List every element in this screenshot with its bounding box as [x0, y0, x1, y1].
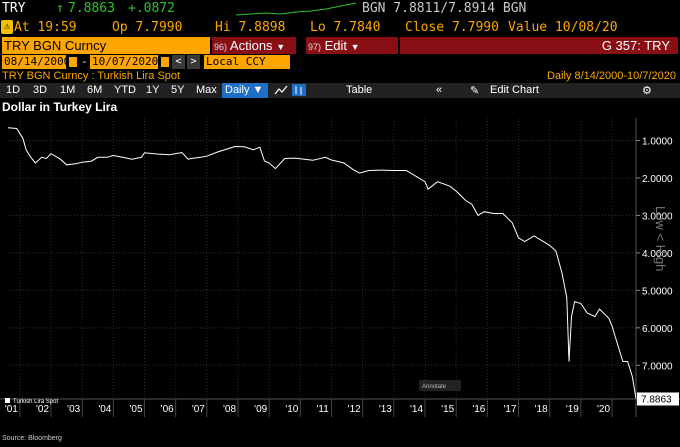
y-tick-label: 2.0000: [642, 174, 673, 185]
x-tick-label: '03: [67, 404, 80, 415]
collapse-icon[interactable]: «: [436, 84, 443, 96]
security-description-bar: TRY BGN Curncy : Turkish Lira Spot Daily…: [0, 70, 680, 83]
edit-button[interactable]: 97) Edit ▼: [306, 37, 398, 54]
bar-chart-icon[interactable]: [292, 84, 306, 96]
currency-label: Local CCY: [206, 55, 266, 68]
legend: Turkish Lira Spot: [5, 398, 58, 405]
x-axis: '01 '02 '03 '04 '05 '06 '07 '08 '09 '10 '11 '12 '13 '…: [5, 399, 613, 417]
frequency-select[interactable]: Daily ▼: [222, 83, 268, 98]
x-tick-label: '13: [379, 404, 392, 415]
price-chart[interactable]: 1.0000 2.0000 3.0000 4.0000 5.0000 6.0000 7.00…: [0, 118, 680, 435]
y-tick-label: 1.0000: [642, 136, 673, 147]
x-tick-label: '20: [597, 404, 610, 415]
last-value-label: 7.8863: [641, 394, 672, 405]
x-tick-label: '08: [223, 404, 236, 415]
x-tick-label: '05: [130, 404, 143, 415]
x-tick-label: '14: [410, 404, 423, 415]
open-price: Op 7.7990: [112, 20, 183, 35]
x-tick-label: '02: [36, 404, 49, 415]
x-tick-label: '17: [504, 404, 517, 415]
x-tick-label: '09: [254, 404, 267, 415]
source-label: Source: Bloomberg: [2, 435, 62, 442]
legend-swatch: [5, 398, 10, 403]
range-6m-button[interactable]: 6M: [87, 84, 103, 96]
low-price: Lo 7.7840: [310, 20, 381, 35]
price-info-bar: ⚠ At 19:59 Op 7.7990 Hi 7.8898 Lo 7.7840…: [0, 18, 680, 37]
calendar-icon[interactable]: [68, 56, 78, 68]
last-value-tag: 7.8863: [637, 392, 679, 406]
range-1y-button[interactable]: 1Y: [146, 84, 160, 96]
range-1m-button[interactable]: 1M: [60, 84, 76, 96]
date-separator: -: [81, 55, 88, 68]
chart-toolbar: 1D 3D 1M 6M YTD 1Y 5Y Max Daily ▼ Table …: [0, 83, 680, 98]
ticker-symbol[interactable]: TRY: [2, 1, 26, 16]
y-tick-label: 7.0000: [642, 361, 673, 372]
price-line-series[interactable]: [7, 127, 637, 399]
y-tick-label: 3.0000: [642, 211, 673, 222]
x-tick-label: '18: [535, 404, 548, 415]
x-tick-label: '11: [317, 404, 330, 415]
range-ytd-button[interactable]: YTD: [114, 84, 136, 96]
security-field[interactable]: TRY BGN Curncy: [2, 37, 210, 54]
command-toolbar: TRY BGN Curncy 96) Actions ▼ 97) Edit ▼ …: [0, 37, 680, 54]
x-tick-label: '19: [566, 404, 579, 415]
y-axis: 1.0000 2.0000 3.0000 4.0000 5.0000 6.0000 7.00…: [636, 136, 673, 372]
range-max-button[interactable]: Max: [196, 84, 217, 96]
x-tick-label: '10: [285, 404, 298, 415]
x-tick-label: '07: [192, 404, 205, 415]
x-tick-label: '06: [161, 404, 174, 415]
next-period-button[interactable]: >: [187, 55, 200, 69]
legend-label: Turkish Lira Spot: [13, 399, 58, 405]
chart-title: Dollar in Turkey Lira: [2, 100, 118, 114]
table-button[interactable]: Table: [346, 84, 373, 96]
gridlines: [0, 118, 680, 417]
high-price: Hi 7.8898: [215, 20, 286, 35]
edit-chart-button[interactable]: Edit Chart: [490, 84, 539, 96]
low-high-label: Low < High: [653, 206, 668, 271]
date-range-bar: 08/14/2000 - 10/07/2020 < > Local CCY: [0, 55, 680, 69]
actions-label: Actions: [229, 38, 273, 53]
edit-label: Edit: [324, 38, 348, 53]
actions-number: 96): [214, 42, 228, 52]
last-price: 7.8863: [68, 1, 115, 16]
net-change: +.0872: [128, 1, 175, 16]
x-tick-label: '16: [472, 404, 485, 415]
prev-period-button[interactable]: <: [172, 55, 185, 69]
x-tick-label: '04: [98, 404, 111, 415]
annotate-label: Annotate: [422, 384, 447, 390]
last-value-box: [637, 392, 679, 406]
start-date-field[interactable]: 08/14/2000: [2, 55, 71, 69]
chevron-down-icon: ▼: [276, 42, 286, 52]
function-label: G 357: TRY: [400, 37, 678, 54]
currency-select[interactable]: Local CCY: [204, 55, 290, 69]
x-tick-label: '12: [348, 404, 361, 415]
range-3d-button[interactable]: 3D: [33, 84, 48, 96]
end-date-field[interactable]: 10/07/2020: [90, 55, 159, 69]
alert-icon[interactable]: ⚠: [1, 20, 13, 34]
quote-bar: TRY ↑ 7.8863 +.0872 BGN 7.8811/7.8914 BG…: [0, 0, 680, 18]
bid-ask-quote: BGN 7.8811/7.8914 BGN: [362, 1, 527, 16]
range-5y-button[interactable]: 5Y: [171, 84, 185, 96]
intraday-sparkline: [236, 2, 356, 16]
x-tick-label: '01: [5, 404, 18, 415]
line-chart-icon[interactable]: [274, 84, 288, 96]
at-time: At 19:59: [14, 20, 77, 35]
up-arrow-icon: ↑: [56, 1, 64, 16]
settings-icon[interactable]: ⚙: [642, 85, 652, 97]
y-tick-label: 5.0000: [642, 286, 673, 297]
range-1d-button[interactable]: 1D: [6, 84, 21, 96]
y-tick-label: 6.0000: [642, 324, 673, 335]
chevron-down-icon: ▼: [350, 42, 360, 52]
period-range: Daily 8/14/2000-10/7/2020: [546, 70, 676, 82]
annotate-button[interactable]: Annotate: [419, 380, 461, 391]
y-tick-label: 4.0000: [642, 249, 673, 260]
security-description: TRY BGN Curncy : Turkish Lira Spot: [2, 70, 181, 82]
x-tick-label: '15: [441, 404, 454, 415]
edit-number: 97): [308, 42, 322, 52]
pencil-icon[interactable]: ✎: [470, 85, 480, 97]
value-date: Value 10/08/20: [508, 20, 618, 35]
close-price: Close 7.7990: [405, 20, 499, 35]
actions-button[interactable]: 96) Actions ▼: [212, 37, 296, 54]
calendar-icon[interactable]: [160, 56, 170, 68]
